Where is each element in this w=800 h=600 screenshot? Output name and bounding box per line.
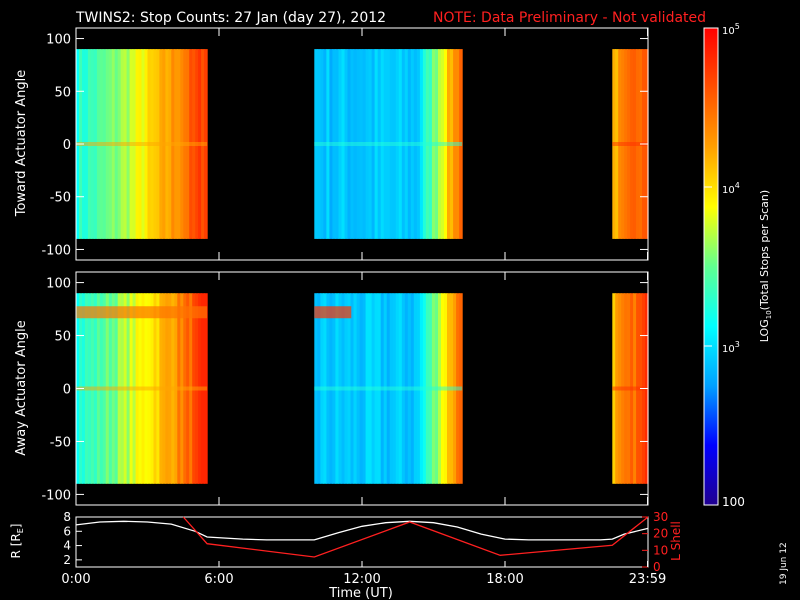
data-segment [314, 49, 463, 239]
colorbar: 105 104 103 100 LOG10(Total Stops per Scan… [703, 22, 773, 509]
r-tick-label: 4 [63, 539, 71, 553]
away-panel: 100 50 0 -50 -100 [41, 271, 649, 506]
zero-angle-stripe [314, 386, 463, 391]
high-angle-band [314, 306, 352, 319]
orbit-frame [75, 516, 649, 568]
y-tick-label: -50 [50, 435, 71, 450]
y-tick-label: 0 [63, 383, 71, 398]
x-tick-label: 12:00 [343, 572, 380, 587]
r-line [75, 520, 649, 541]
data-segment [314, 293, 463, 484]
toward-panel: 100 50 0 -50 -100 [41, 27, 649, 261]
lshell-tick-label: 20 [653, 527, 668, 541]
away-ylabel: Away Actuator Angle [14, 320, 29, 455]
y-tick-label: -50 [50, 191, 71, 206]
x-tick-label: 6:00 [204, 572, 233, 587]
zero-angle-stripe [612, 386, 648, 391]
lshell-axis-label: L Shell [669, 521, 683, 561]
r-axis-label: R [RE] [9, 524, 25, 559]
y-tick-label: 50 [54, 330, 71, 345]
x-tick-label: 18:00 [486, 572, 523, 587]
colorbar-tick-label: 104 [722, 181, 740, 196]
r-tick-label: 8 [63, 510, 71, 524]
y-tick-label: 100 [46, 33, 71, 48]
y-tick-label: 0 [63, 138, 71, 153]
x-tick-label: 0:00 [61, 572, 90, 587]
x-axis-label: Time (UT) [328, 586, 393, 600]
date-stamp: 19 Jun 12 [779, 542, 789, 585]
zero-angle-stripe [76, 386, 208, 391]
colorbar-tick-label: 103 [722, 340, 740, 355]
zero-angle-stripe [314, 142, 463, 146]
x-tick-label: 23:59 [629, 572, 666, 587]
lshell-tick-label: 30 [653, 510, 668, 524]
high-angle-band [76, 306, 208, 319]
chart-title: TWINS2: Stop Counts: 27 Jan (day 27), 20… [75, 10, 386, 26]
data-segment [76, 49, 208, 239]
toward-ylabel: Toward Actuator Angle [14, 70, 29, 217]
lshell-line [182, 516, 649, 558]
y-tick-label: 50 [54, 85, 71, 100]
zero-angle-stripe [76, 142, 208, 146]
r-tick-label: 6 [63, 524, 71, 538]
r-tick-label: 2 [63, 553, 71, 567]
y-tick-label: 100 [46, 277, 71, 292]
lshell-tick-label: 10 [653, 543, 668, 557]
zero-angle-stripe [612, 142, 648, 146]
colorbar-tick-label: 105 [722, 22, 740, 37]
data-segment [76, 293, 208, 484]
y-tick-label: -100 [41, 488, 71, 503]
preliminary-note: NOTE: Data Preliminary - Not validated [433, 10, 706, 26]
colorbar-label: LOG10(Total Stops per Scan) [758, 190, 773, 342]
y-tick-label: -100 [41, 243, 71, 258]
lshell-tick-label: 0 [653, 560, 661, 574]
colorbar-min-label: 100 [722, 495, 745, 509]
colorbar-gradient [703, 27, 719, 506]
